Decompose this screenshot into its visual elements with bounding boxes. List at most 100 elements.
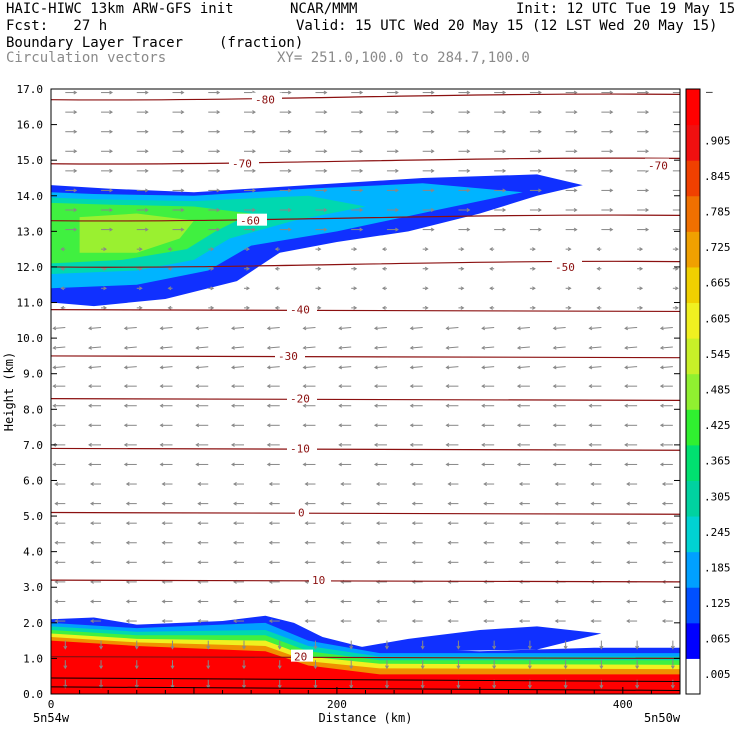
y-tick-label: 4.0 <box>23 546 43 559</box>
wind-vector <box>124 366 137 369</box>
wind-vector-head <box>492 645 497 650</box>
wind-vector-head <box>233 521 237 526</box>
wind-vector-head <box>144 110 149 115</box>
wind-vector-head <box>54 501 59 506</box>
wind-vector <box>231 366 245 369</box>
wind-vector-head <box>626 482 630 487</box>
wind-vector-head <box>268 560 273 565</box>
temperature-contour <box>51 511 680 515</box>
contour-label-bg <box>291 649 313 662</box>
wind-vector-head <box>125 619 130 624</box>
wind-vector-head <box>195 326 200 331</box>
wind-vector-head <box>313 665 318 670</box>
wind-vector-head <box>99 645 104 650</box>
contour-label: -50 <box>555 261 575 274</box>
wind-vector-head <box>138 305 143 310</box>
wind-vector-head <box>353 305 358 310</box>
wind-vector-head <box>90 619 94 624</box>
wind-vector-head <box>90 482 94 487</box>
wind-vector <box>482 366 495 369</box>
wind-vector-head <box>624 423 628 428</box>
wind-vector-head <box>359 208 364 212</box>
wind-vector-head <box>99 684 104 689</box>
contour-label: 20 <box>294 651 307 664</box>
wind-vector-head <box>430 208 435 212</box>
wind-vector-head <box>323 208 328 212</box>
wind-vector-head <box>573 90 578 95</box>
wind-vector <box>660 366 673 369</box>
colorbar-label: .125 <box>704 597 731 610</box>
wind-vector <box>303 326 316 329</box>
wind-vector <box>589 326 602 329</box>
wind-vector <box>339 326 352 329</box>
y-tick-label: 13.0 <box>17 225 44 238</box>
wind-vector-head <box>381 266 386 271</box>
wind-vector-head <box>573 208 578 212</box>
wind-vector-head <box>287 110 292 115</box>
wind-vector-head <box>266 345 271 350</box>
y-tick-label: 16.0 <box>17 119 44 132</box>
wind-vector-head <box>216 168 221 173</box>
wind-vector-head <box>144 227 149 232</box>
wind-vector-head <box>161 599 166 604</box>
wind-vector-head <box>167 266 172 271</box>
wind-vector-head <box>373 462 378 467</box>
wind-vector-head <box>538 110 542 115</box>
wind-vector-head <box>359 90 364 95</box>
wind-vector-head <box>170 645 175 650</box>
wind-vector-head <box>252 168 256 173</box>
wind-vector-head <box>216 188 221 193</box>
forecast-hour: Fcst: 27 h <box>6 18 108 34</box>
wind-vector-head <box>195 442 200 447</box>
wind-vector <box>303 366 316 369</box>
wind-vector-head <box>54 619 59 624</box>
wind-vector-head <box>170 665 175 670</box>
wind-vector-head <box>73 227 78 232</box>
wind-vector-head <box>626 619 630 624</box>
wind-vector-head <box>518 521 523 526</box>
colorbar-swatch <box>686 160 700 197</box>
wind-vector-head <box>552 345 557 350</box>
wind-vector-head <box>489 266 493 271</box>
wind-vector-head <box>554 501 559 506</box>
wind-vector-head <box>233 482 237 487</box>
wind-vector-head <box>420 684 425 689</box>
wind-vector <box>553 326 566 329</box>
wind-vector-head <box>645 208 650 212</box>
wind-vector-head <box>88 384 92 389</box>
wind-vector-head <box>445 365 450 370</box>
wind-vector-head <box>103 286 108 291</box>
wind-vector-head <box>661 599 666 604</box>
wind-vector-head <box>675 286 679 291</box>
wind-vector <box>267 366 280 369</box>
wind-vector-head <box>233 540 237 545</box>
wind-vector-head <box>323 188 328 193</box>
wind-vector <box>517 326 530 329</box>
wind-vector-head <box>609 149 614 154</box>
wind-vector-head <box>161 482 166 487</box>
wind-vector-head <box>502 188 507 193</box>
y-tick-label: 2.0 <box>23 617 43 630</box>
org-label: NCAR/MMM <box>290 1 358 17</box>
wind-vector-head <box>466 208 471 212</box>
wind-vector-head <box>159 384 164 389</box>
wind-vector-head <box>395 188 399 193</box>
wind-vector-head <box>317 286 322 291</box>
wind-vector-head <box>63 645 68 650</box>
contour-label-bg <box>252 92 282 105</box>
contour-label: -40 <box>290 304 310 317</box>
wind-vector-head <box>338 345 343 350</box>
wind-vector-head <box>109 188 114 193</box>
wind-vector-head <box>231 442 235 447</box>
wind-vector-head <box>90 521 94 526</box>
y-tick-label: 14.0 <box>17 190 44 203</box>
contour-label: -60 <box>240 215 260 228</box>
temperature-contour <box>51 355 680 359</box>
wind-vector-head <box>266 365 271 370</box>
wind-vector-head <box>210 266 215 271</box>
wind-vector-head <box>502 208 507 212</box>
colorbar-swatch <box>686 516 700 553</box>
wind-vector-head <box>681 189 684 192</box>
colorbar-swatch <box>686 266 700 304</box>
wind-vector-head <box>302 423 307 428</box>
